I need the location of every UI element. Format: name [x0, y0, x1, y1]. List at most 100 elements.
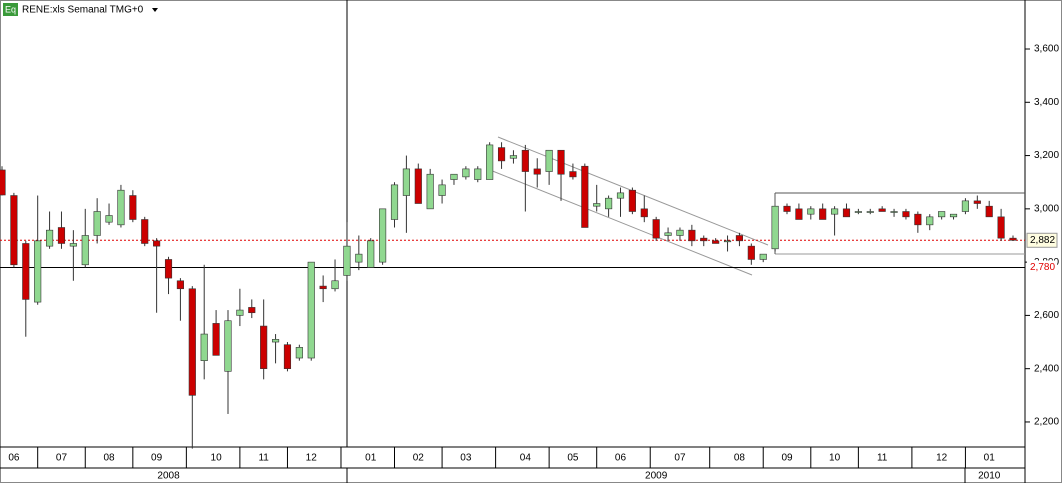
candle-body	[533, 168, 541, 175]
x-tick-label: 08	[103, 453, 115, 464]
candle-body	[319, 285, 327, 290]
candle-body	[688, 229, 696, 242]
candle-body	[188, 288, 196, 396]
x-tick-label: 10	[211, 453, 223, 464]
level-label-box	[1026, 232, 1058, 248]
candle-body	[509, 155, 518, 159]
trend-line	[489, 169, 753, 276]
candle-body	[652, 219, 660, 239]
candle-body	[593, 203, 601, 207]
candle-body	[664, 232, 672, 236]
y-tick-label: 3,200	[1034, 150, 1059, 161]
y-tick-label: 3,600	[1034, 44, 1059, 55]
candle-body	[474, 168, 482, 180]
candle-body	[807, 208, 815, 215]
candle-body	[759, 253, 767, 260]
candle-body	[438, 184, 446, 196]
candle-body	[783, 205, 791, 212]
y-tick-label: 2,200	[1034, 417, 1059, 428]
candle-body	[200, 333, 208, 361]
candle-body	[295, 347, 303, 359]
candle-body	[961, 200, 969, 212]
x-tick-label: 09	[151, 453, 163, 464]
x-tick-label: 04	[520, 453, 532, 464]
x-tick-label: 06	[615, 453, 627, 464]
candle-body	[93, 211, 101, 236]
chart-title[interactable]: RENE:xls Semanal TMG+0	[22, 5, 144, 16]
candle-body	[878, 208, 886, 212]
x-tick-label: 01	[984, 453, 996, 464]
candle-body	[0, 169, 6, 196]
candle-body	[605, 197, 613, 210]
candle-body	[224, 320, 232, 372]
x-tick-label: 01	[365, 453, 377, 464]
y-tick-label: 2,400	[1034, 363, 1059, 374]
candle-body	[283, 344, 292, 369]
candle-body	[57, 227, 66, 244]
candle-body	[723, 240, 732, 243]
icon-label: Eq	[5, 4, 16, 14]
level-label: 2,882	[1030, 235, 1055, 246]
year-label: 2010	[978, 471, 1001, 482]
candle-body	[628, 189, 636, 212]
x-tick-label: 12	[936, 453, 948, 464]
candle-body	[331, 280, 339, 290]
x-tick-label: 07	[674, 453, 686, 464]
x-tick-label: 11	[258, 453, 269, 464]
x-tick-label: 05	[567, 453, 579, 464]
candle-body	[117, 189, 125, 226]
candle-body	[735, 235, 744, 242]
candle-body	[640, 208, 648, 218]
candle-body	[212, 323, 220, 356]
candle-body	[997, 216, 1005, 239]
candle-body	[426, 173, 434, 210]
y-tick-label: 3,000	[1034, 203, 1059, 214]
candle-body	[819, 208, 827, 220]
x-tick-label: 06	[8, 453, 20, 464]
x-tick-label: 02	[413, 453, 425, 464]
icon	[3, 3, 18, 16]
candle-body	[414, 168, 422, 204]
candle-body	[973, 200, 981, 204]
candle-body	[248, 307, 256, 314]
candle-body	[985, 205, 993, 218]
candle-body	[355, 253, 363, 263]
candle-body	[795, 208, 803, 220]
dropdown-arrow[interactable]	[152, 8, 158, 12]
year-label: 2008	[157, 471, 180, 482]
year-label: 2009	[645, 471, 668, 482]
candle-body	[176, 280, 184, 290]
level-label-box	[1027, 260, 1057, 275]
candle-body	[307, 261, 315, 359]
candle-body	[676, 229, 684, 236]
candle-body	[581, 165, 589, 228]
candle-body	[129, 195, 137, 220]
x-tick-label: 09	[781, 453, 793, 464]
candle-body	[866, 211, 874, 213]
candle-body	[236, 309, 244, 316]
candle-body	[10, 195, 18, 266]
candle-body	[34, 240, 42, 303]
y-tick-label: 2,600	[1034, 310, 1059, 321]
x-tick-label: 07	[56, 453, 68, 464]
candle-body	[926, 216, 934, 226]
candle-body	[450, 173, 458, 180]
candle-body	[700, 237, 708, 242]
candle-body	[854, 211, 862, 213]
candle-body	[379, 208, 387, 263]
candle-body	[831, 208, 839, 215]
candle-body	[771, 205, 779, 250]
candle-body	[545, 149, 553, 172]
candle-body	[949, 213, 958, 218]
x-tick-label: 11	[877, 453, 888, 464]
level-label: 2,780	[1030, 262, 1055, 273]
candle-body	[712, 240, 720, 244]
candle-body	[343, 245, 351, 276]
candle-body	[497, 147, 506, 162]
y-tick-label: 3,400	[1034, 97, 1059, 108]
candle-body	[914, 213, 922, 226]
candle-body	[569, 171, 577, 178]
candle-body	[462, 168, 470, 178]
x-tick-label: 12	[306, 453, 318, 464]
